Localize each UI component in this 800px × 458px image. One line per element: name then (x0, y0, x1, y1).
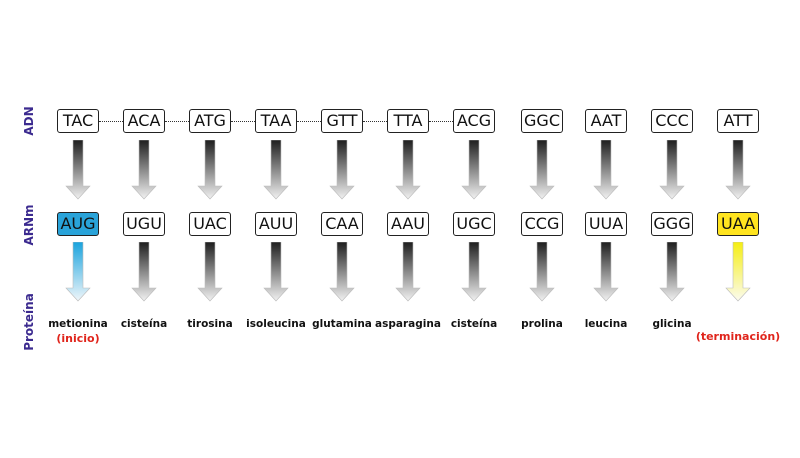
transcription-arrow (395, 140, 421, 200)
translation-arrow (529, 242, 555, 302)
transcription-arrow (593, 140, 619, 200)
dna-codon: ACA (123, 109, 165, 133)
translation-arrow (131, 242, 157, 302)
row-label-proteina: Proteína (22, 293, 36, 351)
dna-backbone-link (429, 121, 453, 122)
mrna-codon: UAA (717, 212, 759, 236)
dna-codon: GTT (321, 109, 363, 133)
transcription-arrow (529, 140, 555, 200)
dna-codon: ACG (453, 109, 495, 133)
translation-arrow (593, 242, 619, 302)
translation-arrow (395, 242, 421, 302)
translation-arrow (197, 242, 223, 302)
dna-backbone-link (297, 121, 321, 122)
dna-codon: ATT (717, 109, 759, 133)
mrna-codon: CAA (321, 212, 363, 236)
amino-acid-label: isoleucina (246, 318, 306, 330)
transcription-arrow (263, 140, 289, 200)
amino-acid-label: glicina (652, 318, 692, 330)
dna-backbone-link (231, 121, 255, 122)
dna-codon: TTA (387, 109, 429, 133)
mrna-codon: UGU (123, 212, 165, 236)
dna-codon: ATG (189, 109, 231, 133)
amino-acid-label: leucina (584, 318, 628, 330)
mrna-codon: GGG (651, 212, 693, 236)
dna-codon: TAA (255, 109, 297, 133)
amino-acid-label: cisteína (120, 318, 168, 330)
mrna-codon: AUG (57, 212, 99, 236)
mrna-codon: AUU (255, 212, 297, 236)
translation-arrow (659, 242, 685, 302)
transcription-arrow (65, 140, 91, 200)
stop-note: (terminación) (695, 330, 781, 343)
amino-acid-label: tirosina (187, 318, 233, 330)
dna-codon: CCC (651, 109, 693, 133)
row-label-adn: ADN (22, 106, 36, 136)
transcription-arrow (659, 140, 685, 200)
row-label-arnm: ARNm (22, 204, 36, 246)
mrna-codon: UAC (189, 212, 231, 236)
amino-acid-label: metionina (48, 318, 108, 330)
transcription-arrow (197, 140, 223, 200)
amino-acid-label: cisteína (450, 318, 498, 330)
amino-acid-label: glutamina (312, 318, 372, 330)
translation-arrow (329, 242, 355, 302)
transcription-arrow (131, 140, 157, 200)
mrna-codon: CCG (521, 212, 563, 236)
amino-acid-label: asparagina (375, 318, 441, 330)
translation-arrow (65, 242, 91, 302)
start-note: (inicio) (56, 332, 100, 345)
dna-backbone-link (363, 121, 387, 122)
mrna-codon: UGC (453, 212, 495, 236)
transcription-arrow (461, 140, 487, 200)
translation-arrow (263, 242, 289, 302)
transcription-arrow (725, 140, 751, 200)
dna-backbone-link (165, 121, 189, 122)
dna-backbone-link (99, 121, 123, 122)
dna-codon: GGC (521, 109, 563, 133)
amino-acid-label: prolina (521, 318, 563, 330)
dna-codon: AAT (585, 109, 627, 133)
mrna-codon: AAU (387, 212, 429, 236)
mrna-codon: UUA (585, 212, 627, 236)
transcription-arrow (329, 140, 355, 200)
dna-codon: TAC (57, 109, 99, 133)
translation-arrow (461, 242, 487, 302)
translation-arrow (725, 242, 751, 302)
